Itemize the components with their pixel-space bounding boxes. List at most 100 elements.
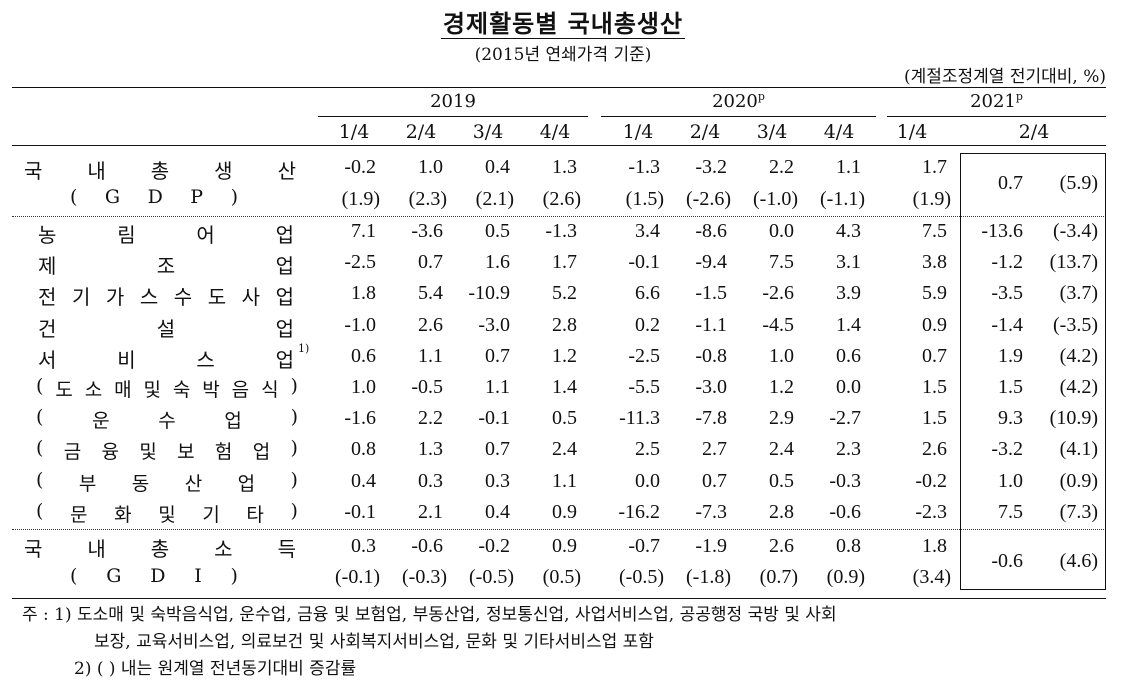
gdi-value: -0.6 [411, 535, 443, 557]
industry-value: 0.7 [485, 344, 510, 367]
industry-value: 0.3 [485, 469, 510, 492]
label-char: 및 [139, 441, 157, 464]
label-char: 농 [38, 223, 57, 247]
label-char: 사 [241, 285, 261, 310]
gdi-latest-value: -0.6 [991, 550, 1023, 572]
label-char: 문 [70, 503, 88, 526]
industry-value: 1.8 [351, 282, 376, 305]
industry-value: 1.2 [552, 344, 577, 367]
industry-latest-yoy: (10.9) [1049, 407, 1098, 430]
label-char: 건 [38, 316, 57, 341]
label-char: 수 [173, 285, 193, 310]
label-char: 금 [63, 441, 82, 464]
industry-value: 2.7 [702, 438, 727, 461]
industry-latest-yoy: (4.2) [1059, 376, 1098, 398]
industry-value: -16.2 [618, 500, 660, 523]
industry-value: -2.7 [829, 407, 861, 430]
gdi-yoy: (0.9) [826, 566, 865, 588]
quarter-header: 4/4 [539, 121, 571, 143]
industry-value: 0.5 [552, 407, 577, 430]
quarter-header: 3/4 [756, 121, 788, 143]
gdp-yoy: (2.6) [542, 188, 581, 210]
label-char: 스 [139, 285, 159, 310]
industry-value: -4.5 [762, 313, 794, 336]
quarter-header: 2/4 [1018, 121, 1050, 143]
label-char: ) [290, 437, 298, 460]
industry-latest-value: 1.5 [998, 376, 1023, 398]
label-char: 업 [237, 472, 256, 495]
label-char: 업 [224, 410, 242, 433]
label-char: ( [36, 468, 44, 491]
industry-latest-value: -1.2 [991, 251, 1023, 274]
industry-value: 1.5 [922, 376, 947, 398]
year-2020: 2020p [712, 90, 765, 112]
gdi-value: -0.7 [628, 535, 660, 557]
industry-value: 7.5 [922, 220, 947, 242]
gdp-value: 1.7 [922, 156, 947, 178]
industry-value: -3.0 [695, 376, 727, 398]
gdi-yoy: (-0.5) [469, 566, 514, 588]
industry-latest-yoy: (4.1) [1059, 438, 1098, 461]
table-top-rule [12, 87, 1106, 88]
label-char: ) [230, 186, 238, 208]
industry-value: -2.5 [344, 251, 376, 274]
industry-value: 1.0 [351, 376, 376, 398]
industry-value: 2.9 [769, 407, 794, 430]
gdi-yoy: (-1.8) [686, 566, 731, 588]
industry-value: -0.1 [478, 407, 510, 430]
industry-value: 0.7 [485, 438, 510, 461]
industry-latest-value: -3.2 [991, 438, 1023, 461]
gdp-sublabel: (G D P) [70, 186, 238, 208]
quarter-header: 3/4 [472, 121, 504, 143]
label-char: ( [70, 186, 78, 208]
industry-value: -0.5 [411, 376, 443, 398]
gdp-separator [12, 216, 1106, 217]
header-bottom-rule [12, 145, 1106, 146]
industry-value: 0.7 [922, 344, 947, 367]
gdp-value: -1.3 [628, 156, 660, 178]
industry-value: 0.0 [836, 376, 861, 398]
industry-value: 2.6 [922, 438, 947, 461]
label-char: ( [70, 565, 78, 587]
label-char: G [106, 565, 122, 587]
industry-value: 0.6 [836, 344, 861, 367]
year-2021-underline [887, 116, 1106, 117]
industry-value: 5.9 [922, 282, 947, 305]
industry-value: 0.8 [351, 438, 376, 461]
label-char: 서 [38, 347, 57, 372]
industry-latest-yoy: (-3.5) [1053, 313, 1098, 336]
label-char: 화 [114, 503, 132, 526]
gdi-yoy: (-0.1) [335, 566, 380, 588]
year-2021: 2021p [970, 90, 1023, 112]
label-char: 및 [158, 503, 176, 526]
gdi-yoy: (-0.3) [402, 566, 447, 588]
label-char: 수 [158, 410, 176, 433]
industry-value: -2.6 [762, 282, 794, 305]
industry-value: 1.3 [418, 438, 443, 461]
industry-label: (금 융 및 보 험 업) [36, 437, 298, 464]
industry-value: 2.2 [418, 407, 443, 430]
industry-value: -0.1 [344, 500, 376, 523]
label-char: 득 [277, 537, 296, 561]
industry-latest-value: 9.3 [998, 407, 1023, 430]
industry-latest-value: 1.0 [998, 469, 1023, 492]
label-char: 업 [275, 316, 294, 341]
industry-latest-yoy: (4.2) [1059, 344, 1098, 367]
label-char: 업 [275, 285, 294, 310]
label-char: 전 [38, 285, 57, 310]
industry-value: -1.3 [545, 220, 577, 242]
industry-value: 1.2 [769, 376, 794, 398]
label-char: 업 [275, 223, 294, 247]
gdp-value: 0.4 [485, 156, 510, 178]
industry-value: 0.3 [418, 469, 443, 492]
gdp-yoy: (2.3) [408, 188, 447, 210]
label-char: 박 [202, 379, 220, 401]
industry-value: 0.0 [635, 469, 660, 492]
label-char: 생 [214, 159, 233, 183]
label-char: 기 [202, 503, 220, 526]
label-char: 험 [214, 441, 233, 464]
industry-value: 1.0 [769, 344, 794, 367]
label-char: 산 [277, 159, 296, 183]
industry-value: -11.3 [619, 407, 660, 430]
